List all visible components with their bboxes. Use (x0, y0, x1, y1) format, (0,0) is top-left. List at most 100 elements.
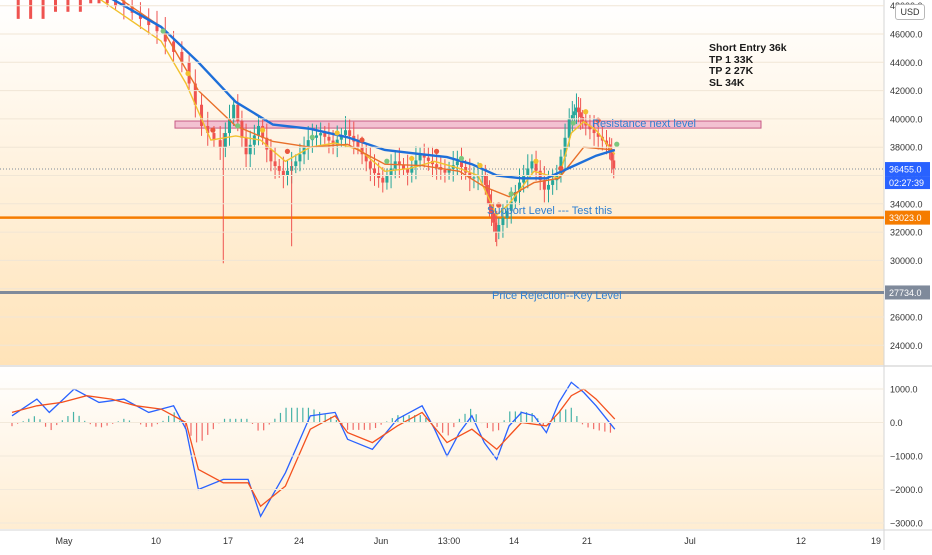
candle-body (193, 83, 197, 105)
candle-body (212, 133, 216, 141)
candle-body (397, 161, 401, 166)
signal-dot (210, 127, 216, 133)
candle-body (551, 180, 555, 185)
candle-body (574, 107, 578, 112)
histogram-bar (470, 408, 472, 423)
price-tick-label: 40000.0 (890, 114, 923, 124)
histogram-bar (453, 422, 455, 428)
price-tick-label: 38000.0 (890, 143, 923, 153)
candle-body (505, 210, 509, 218)
oscillator-pane[interactable] (11, 381, 616, 518)
signal-dot (433, 148, 440, 154)
candle-body (570, 115, 574, 119)
histogram-bar (464, 413, 466, 423)
histogram-bar (436, 422, 438, 427)
candle-body (572, 111, 576, 116)
price-pane-background (0, 0, 884, 365)
candle-body (298, 154, 302, 162)
price-tick-label: 24000.0 (890, 341, 923, 351)
signal-dot (359, 137, 365, 143)
histogram-bar (11, 422, 13, 427)
histogram-bar (553, 417, 556, 423)
histogram-bar (274, 418, 276, 423)
histogram-bar (16, 422, 19, 424)
candle-body (402, 165, 405, 169)
histogram-bar (190, 422, 192, 436)
time-tick-label: 19 (871, 536, 881, 546)
osc-line-signal[interactable] (11, 388, 616, 508)
histogram-bar (145, 422, 147, 427)
histogram-bar (570, 407, 572, 423)
price-pane[interactable] (0, 0, 884, 294)
histogram-bar (207, 422, 209, 435)
histogram-bar (179, 420, 181, 423)
candle-body (588, 125, 592, 130)
candle-body (281, 170, 285, 176)
histogram-bar (128, 420, 131, 423)
histogram-bar (212, 422, 214, 430)
candle-body (389, 168, 393, 176)
candle-body (232, 104, 236, 119)
candle-body (228, 118, 231, 134)
countdown-badge-bg (885, 176, 930, 190)
histogram-bar (324, 414, 326, 423)
candle-body (612, 160, 616, 169)
candle-body (435, 164, 439, 168)
osc-tick-label: −2000.0 (890, 485, 923, 495)
histogram-bar (509, 411, 511, 423)
candle-body (180, 51, 184, 63)
candle-body (335, 139, 339, 145)
time-tick-label: 24 (294, 536, 304, 546)
candle-body (422, 154, 426, 158)
candle-body (360, 147, 364, 155)
right-axis-background (884, 0, 932, 550)
histogram-bar (184, 422, 186, 429)
histogram-bar (598, 422, 600, 431)
candle-body (319, 133, 323, 136)
candle-body (497, 225, 501, 233)
candle-body (172, 41, 176, 52)
ma-line-trend[interactable] (111, 0, 616, 180)
key-level-badge: 27734.0 (889, 288, 922, 298)
histogram-bar (576, 416, 578, 423)
time-tick-label: 10 (151, 536, 161, 546)
candle-body (494, 222, 498, 233)
currency-badge[interactable]: USD (895, 4, 925, 20)
histogram-bar (246, 418, 248, 423)
histogram-bar (291, 407, 293, 423)
histogram-bar (458, 418, 461, 423)
candle-body (567, 118, 571, 138)
histogram-bar (268, 422, 270, 425)
histogram-bar (67, 416, 69, 423)
candle-body (294, 161, 298, 167)
histogram-bar (492, 422, 494, 432)
candle-body (410, 166, 414, 173)
candle-body (464, 167, 468, 173)
resistance-zone[interactable] (174, 120, 762, 129)
candle-body (236, 104, 240, 122)
histogram-bar (380, 422, 382, 425)
candle-body (368, 161, 372, 169)
candle-body (105, 0, 109, 4)
candle-body (269, 149, 273, 162)
candle-body (501, 217, 505, 226)
candle-body (240, 121, 244, 138)
histogram-bar (151, 422, 153, 427)
histogram-bar (50, 422, 52, 431)
histogram-bar (39, 419, 41, 423)
signal-dot (284, 148, 291, 154)
candle-body (147, 18, 151, 26)
price-tick-label: 32000.0 (890, 228, 923, 238)
signal-dot (259, 127, 266, 133)
time-axis-background (0, 530, 932, 550)
histogram-bar (497, 422, 500, 431)
price-tick-label: 44000.0 (890, 58, 923, 68)
signal-dot (533, 158, 539, 164)
histogram-bar (235, 418, 237, 423)
ma-line-slow[interactable] (12, 0, 615, 198)
time-tick-label: May (55, 536, 73, 546)
histogram-bar (503, 420, 505, 423)
oscillator-pane-background (0, 367, 884, 529)
histogram-bar (72, 411, 75, 423)
